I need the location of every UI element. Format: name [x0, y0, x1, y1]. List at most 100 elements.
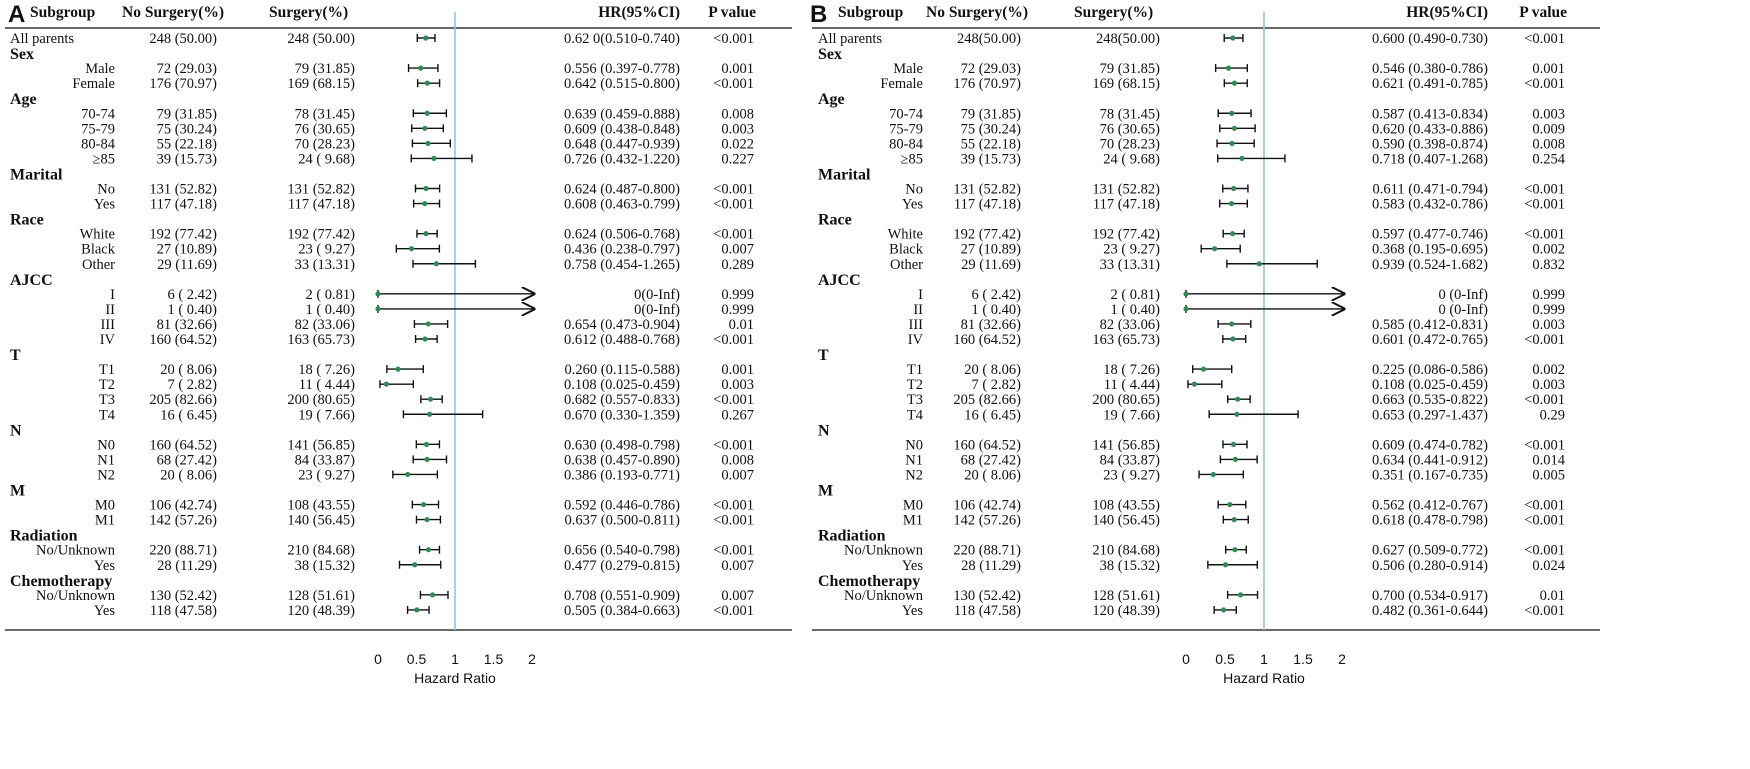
surgery-value: 1 ( 0.40) — [1110, 302, 1160, 318]
hr-ci-value: 0.477 (0.279-0.815) — [564, 558, 680, 574]
hr-ci-value: 0.642 (0.515-0.800) — [564, 76, 680, 92]
row-label: 75-79 — [889, 121, 923, 137]
hr-point — [383, 381, 389, 387]
row-label: M0 — [95, 498, 115, 514]
row-label: T4 — [99, 407, 116, 423]
header-p-value: P value — [708, 4, 756, 21]
group-label: N — [10, 422, 22, 439]
group-label: Chemotherapy — [10, 573, 112, 590]
hr-point — [1230, 336, 1236, 342]
hr-point — [429, 592, 436, 598]
no-surgery-value: 28 (11.29) — [961, 558, 1021, 574]
group-label: M — [10, 483, 25, 500]
row-label: White — [888, 227, 923, 243]
p-value: 0.832 — [1532, 257, 1565, 273]
p-value: 0.022 — [721, 136, 754, 152]
row-label: ≥85 — [93, 151, 115, 167]
row-label: II — [913, 302, 923, 318]
hr-ci-value: 0.682 (0.557-0.833) — [564, 392, 680, 408]
hr-ci-value: 0.601 (0.472-0.765) — [1372, 332, 1488, 348]
p-value: 0.001 — [1532, 61, 1565, 77]
hr-point — [1239, 155, 1245, 161]
surgery-value: 163 (65.73) — [287, 332, 355, 348]
no-surgery-value: 118 (47.58) — [954, 603, 1021, 619]
group-label: Marital — [10, 166, 63, 183]
hr-point — [1227, 501, 1233, 508]
hr-ci-value: 0.639 (0.459-0.888) — [564, 106, 680, 122]
hr-point — [1229, 321, 1235, 327]
hr-point — [412, 562, 418, 568]
no-surgery-value: 6 ( 2.42) — [971, 287, 1021, 303]
hr-ci-value: 0.718 (0.407-1.268) — [1372, 151, 1488, 167]
row-label: M1 — [95, 513, 115, 529]
surgery-value: 248 (50.00) — [287, 31, 355, 47]
hr-point — [422, 125, 428, 131]
p-value: 0.007 — [721, 588, 754, 604]
row-label: III — [101, 317, 116, 333]
hr-point — [425, 321, 431, 327]
no-surgery-value: 248(50.00) — [957, 31, 1021, 47]
p-value: 0.267 — [721, 407, 754, 423]
hr-ci-value: 0.653 (0.297-1.437) — [1372, 407, 1488, 423]
surgery-value: 2 ( 0.81) — [1110, 287, 1160, 303]
hr-ci-value: 0.700 (0.534-0.917) — [1372, 588, 1488, 604]
no-surgery-value: 68 (27.42) — [961, 452, 1022, 468]
hr-ci-value: 0.436 (0.238-0.797) — [564, 242, 680, 258]
p-value: 0.999 — [721, 287, 754, 303]
p-value: <0.001 — [1524, 197, 1565, 213]
x-tick-label: 2 — [528, 651, 536, 667]
row-label: Yes — [902, 558, 923, 574]
hr-point — [423, 185, 429, 192]
no-surgery-value: 205 (82.66) — [149, 392, 217, 408]
no-surgery-value: 79 (31.85) — [157, 106, 218, 122]
surgery-value: 128 (51.61) — [287, 588, 355, 604]
hr-ci-value: 0.618 (0.478-0.798) — [1372, 513, 1488, 529]
no-surgery-value: 20 ( 8.06) — [160, 467, 217, 483]
p-value: 0.002 — [1532, 362, 1565, 378]
group-label: Age — [818, 91, 845, 108]
group-label: AJCC — [10, 272, 53, 289]
no-surgery-value: 192 (77.42) — [953, 227, 1021, 243]
no-surgery-value: 106 (42.74) — [149, 498, 217, 514]
p-value: <0.001 — [713, 182, 754, 198]
no-surgery-value: 55 (22.18) — [961, 136, 1022, 152]
group-label: Radiation — [10, 528, 78, 545]
hr-ci-value: 0.620 (0.433-0.886) — [1372, 121, 1488, 137]
row-label: Other — [890, 257, 923, 273]
surgery-value: 131 (52.82) — [1092, 182, 1160, 198]
surgery-value: 23 ( 9.27) — [1103, 242, 1160, 258]
p-value: <0.001 — [1524, 603, 1565, 619]
surgery-value: 19 ( 7.66) — [1103, 407, 1160, 423]
p-value: 0.001 — [721, 362, 754, 378]
group-label: T — [818, 347, 829, 364]
row-label: II — [105, 302, 115, 318]
row-label: Black — [889, 242, 924, 258]
hr-point — [1231, 517, 1237, 523]
hr-point — [424, 456, 430, 462]
hr-point — [414, 607, 420, 613]
hr-ci-value: 0.592 (0.446-0.786) — [564, 498, 680, 514]
no-surgery-value: 117 (47.18) — [150, 197, 217, 213]
x-axis-label: Hazard Ratio — [1223, 670, 1305, 686]
group-label: Radiation — [818, 528, 886, 545]
p-value: 0.003 — [721, 377, 754, 393]
surgery-value: 141 (56.85) — [1092, 437, 1160, 453]
no-surgery-value: 81 (32.66) — [157, 317, 218, 333]
hr-ci-value: 0.62 0(0.510-0.740) — [564, 31, 680, 47]
p-value: <0.001 — [1524, 227, 1565, 243]
p-value: 0.014 — [1532, 452, 1565, 468]
p-value: 0.008 — [721, 452, 754, 468]
no-surgery-value: 1 ( 0.40) — [167, 302, 217, 318]
panel-letter: A — [8, 1, 25, 28]
hr-point — [1212, 246, 1218, 252]
no-surgery-value: 176 (70.97) — [149, 76, 217, 92]
row-label: Other — [82, 257, 115, 273]
hr-ci-value: 0.637 (0.500-0.811) — [565, 513, 681, 529]
forest-panel-A: A Subgroup No Surgery(%) Surgery(%) HR(95%CI… — [5, 1, 792, 686]
no-surgery-value: 39 (15.73) — [157, 151, 218, 167]
hr-ci-value: 0.108 (0.025-0.459) — [564, 377, 680, 393]
surgery-value: 120 (48.39) — [1092, 603, 1160, 619]
p-value: 0.227 — [721, 151, 754, 167]
no-surgery-value: 16 ( 6.45) — [964, 407, 1021, 423]
surgery-value: 70 (28.23) — [1100, 136, 1161, 152]
